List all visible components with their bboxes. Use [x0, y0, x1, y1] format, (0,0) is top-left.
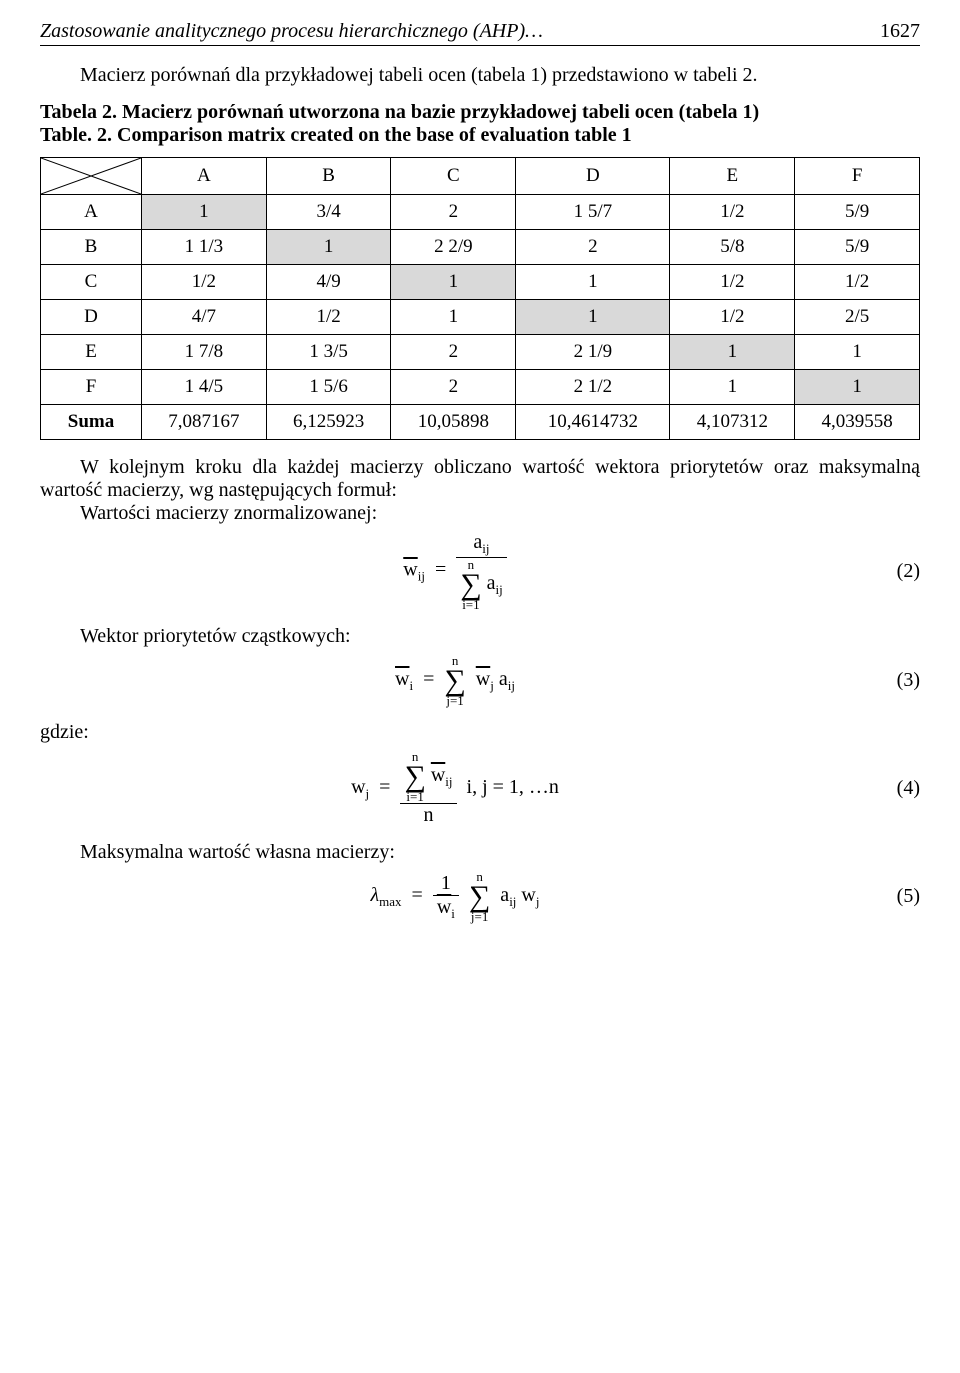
matrix-cell: 2 1/2 [516, 370, 670, 405]
row-header: C [41, 265, 142, 300]
row-header: B [41, 230, 142, 265]
matrix-cell: 1/2 [670, 195, 795, 230]
matrix-cell: 5/9 [795, 195, 920, 230]
matrix-cell: 1 [516, 265, 670, 300]
matrix-cell: 1/2 [795, 265, 920, 300]
eq-number: (2) [870, 560, 920, 583]
paragraph-method: W kolejnym kroku dla każdej macierzy obl… [40, 456, 920, 502]
matrix-cell: 1 [391, 265, 516, 300]
equation-5: λmax = 1wi n∑j=1 aij wj (5) [40, 870, 920, 923]
matrix-cell: 1 [516, 300, 670, 335]
matrix-cell: 4/7 [142, 300, 267, 335]
table-row: B1 1/312 2/925/85/9 [41, 230, 920, 265]
equation-2: wij = aij n∑i=1 aij (2) [40, 531, 920, 611]
table-row: C1/24/9111/21/2 [41, 265, 920, 300]
comparison-matrix-table: A B C D E F A13/421 5/71/25/9B1 1/312 2/… [40, 157, 920, 440]
sum-cell: 4,039558 [795, 405, 920, 440]
matrix-cell: 1 [795, 335, 920, 370]
matrix-cell: 1 [266, 230, 391, 265]
table-row: F1 4/51 5/622 1/211 [41, 370, 920, 405]
table2-caption-en: Table. 2. Comparison matrix created on t… [40, 124, 920, 147]
matrix-cell: 1 [142, 195, 267, 230]
matrix-cell: 1 3/5 [266, 335, 391, 370]
col-header: F [795, 158, 920, 195]
label-max-eigen: Maksymalna wartość własna macierzy: [40, 841, 920, 864]
sum-cell: 10,4614732 [516, 405, 670, 440]
running-head: Zastosowanie analitycznego procesu hiera… [40, 20, 920, 46]
matrix-cell: 1 5/6 [266, 370, 391, 405]
col-header: C [391, 158, 516, 195]
row-header: E [41, 335, 142, 370]
matrix-cell: 1 1/3 [142, 230, 267, 265]
matrix-cell: 2 2/9 [391, 230, 516, 265]
page-number: 1627 [880, 20, 920, 43]
label-normalized: Wartości macierzy znormalizowanej: [40, 502, 920, 525]
matrix-cell: 5/9 [795, 230, 920, 265]
matrix-cell: 2 [391, 335, 516, 370]
label-where: gdzie: [40, 721, 920, 744]
matrix-cell: 2/5 [795, 300, 920, 335]
matrix-cell: 1 [670, 370, 795, 405]
equation-3: wi = n∑j=1 wj aij (3) [40, 654, 920, 707]
equation-4: wj = n∑i=1 wij n i, j = 1, …n (4) [40, 750, 920, 827]
matrix-cell: 1 4/5 [142, 370, 267, 405]
matrix-cell: 5/8 [670, 230, 795, 265]
row-header: F [41, 370, 142, 405]
matrix-cell: 4/9 [266, 265, 391, 300]
eq-number: (3) [870, 669, 920, 692]
col-header: D [516, 158, 670, 195]
eq-number: (4) [870, 777, 920, 800]
eq-number: (5) [870, 885, 920, 908]
matrix-cell: 2 [391, 370, 516, 405]
matrix-cell: 1 7/8 [142, 335, 267, 370]
sum-cell: 4,107312 [670, 405, 795, 440]
col-header: E [670, 158, 795, 195]
table-row: E1 7/81 3/522 1/911 [41, 335, 920, 370]
row-header: D [41, 300, 142, 335]
matrix-cell: 1 5/7 [516, 195, 670, 230]
col-header: A [142, 158, 267, 195]
matrix-cell: 1/2 [266, 300, 391, 335]
table-row: A13/421 5/71/25/9 [41, 195, 920, 230]
matrix-cell: 3/4 [266, 195, 391, 230]
matrix-cell: 1/2 [670, 265, 795, 300]
label-priority-vector: Wektor priorytetów cząstkowych: [40, 625, 920, 648]
row-header: A [41, 195, 142, 230]
ij-range: i, j = 1, …n [467, 776, 559, 798]
table2-caption-pl: Tabela 2. Macierz porównań utworzona na … [40, 101, 920, 124]
sum-cell: 7,087167 [142, 405, 267, 440]
table-corner-cell [41, 158, 142, 195]
matrix-cell: 2 1/9 [516, 335, 670, 370]
matrix-cell: 2 [516, 230, 670, 265]
matrix-cell: 1/2 [670, 300, 795, 335]
sum-cell: 6,125923 [266, 405, 391, 440]
running-title: Zastosowanie analitycznego procesu hiera… [40, 20, 543, 43]
sum-cell: 10,05898 [391, 405, 516, 440]
table-row: D4/71/2111/22/5 [41, 300, 920, 335]
sum-row: Suma7,0871676,12592310,0589810,46147324,… [41, 405, 920, 440]
matrix-cell: 1/2 [142, 265, 267, 300]
matrix-cell: 1 [670, 335, 795, 370]
col-header: B [266, 158, 391, 195]
sum-label: Suma [41, 405, 142, 440]
paragraph-intro: Macierz porównań dla przykładowej tabeli… [40, 64, 920, 87]
matrix-cell: 1 [391, 300, 516, 335]
matrix-cell: 2 [391, 195, 516, 230]
matrix-cell: 1 [795, 370, 920, 405]
